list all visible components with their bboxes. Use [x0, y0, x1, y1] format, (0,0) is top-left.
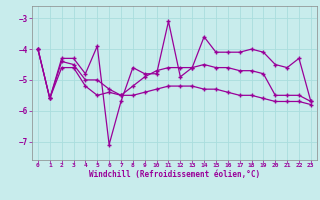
X-axis label: Windchill (Refroidissement éolien,°C): Windchill (Refroidissement éolien,°C)	[89, 170, 260, 179]
